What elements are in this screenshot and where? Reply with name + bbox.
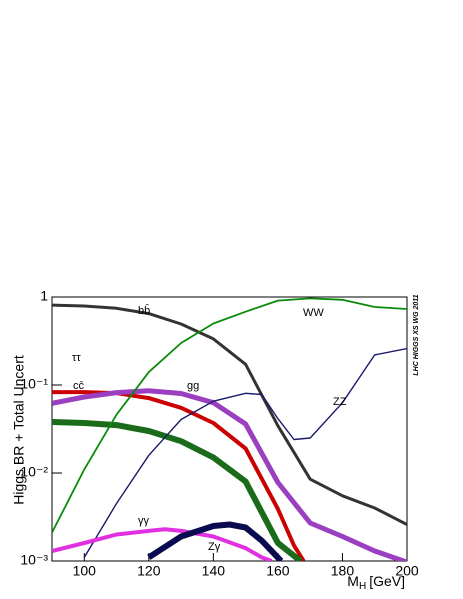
series-label: ZZ — [333, 396, 347, 408]
series-label: γγ — [138, 515, 150, 527]
x-tick-label: 200 — [395, 563, 419, 579]
plot-frame — [51, 296, 408, 562]
x-tick-label: 140 — [202, 563, 226, 579]
series-line — [52, 527, 273, 561]
series-line — [147, 521, 284, 561]
series-label: WW — [303, 307, 324, 319]
series-line — [52, 297, 407, 534]
series-label: Zγ — [208, 541, 221, 553]
y-tick-label: 10⁻² — [20, 464, 48, 480]
x-axis-label-main: M — [347, 573, 359, 589]
series-line — [52, 303, 407, 526]
x-axis-label-unit: [GeV] — [369, 573, 405, 589]
x-axis-label-sub: H — [359, 581, 366, 592]
x-tick-label: 180 — [331, 563, 355, 579]
series-line — [52, 388, 407, 561]
series-label: gg — [187, 380, 199, 392]
x-tick-label: 160 — [266, 563, 290, 579]
plot-lines — [52, 297, 407, 561]
series-label: cc̄ — [73, 380, 85, 392]
y-tick-label: 10⁻¹ — [20, 376, 48, 392]
series-line — [83, 347, 407, 558]
y-axis-label: Higgs BR + Total Uncert — [11, 355, 27, 505]
series-label: bb̄ — [138, 304, 150, 317]
series-line — [52, 419, 303, 561]
y-tick-label: 1 — [40, 288, 48, 304]
side-note: LHC HIGGS XS WG 2011 — [413, 294, 420, 375]
x-tick-label: 120 — [137, 563, 161, 579]
series-label: ττ — [72, 352, 81, 364]
x-tick-label: 100 — [73, 563, 97, 579]
x-axis-label: MH [GeV] — [347, 573, 405, 592]
y-tick-label: 10⁻³ — [20, 552, 48, 568]
